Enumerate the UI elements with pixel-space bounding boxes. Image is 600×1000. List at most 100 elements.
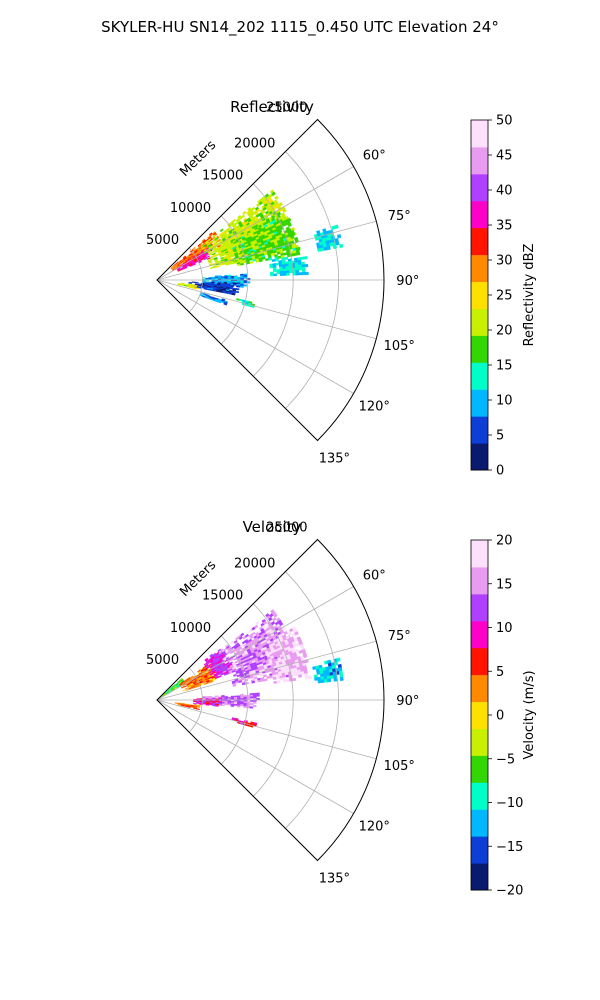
echo-cell-7 (235, 285, 240, 288)
echo-cell-2 (251, 206, 256, 211)
azimuth-tick-label: 90° (396, 694, 419, 709)
echo-cell-7 (209, 289, 214, 292)
colorbar-tick-label: −20 (496, 884, 523, 899)
echo-cell-6 (249, 706, 254, 709)
radial-tick-label: 25000 (266, 520, 307, 535)
echo-cell-3 (273, 613, 278, 618)
echo-cell-4 (307, 675, 312, 679)
radial-tick-label: 20000 (234, 137, 275, 152)
colorbar-swatch (471, 782, 488, 810)
echo-cell-6 (233, 703, 238, 706)
echo-cell-4 (285, 678, 290, 683)
echo-cell-7 (235, 288, 240, 291)
echo-cell-3 (272, 617, 277, 622)
echo-cell-7 (197, 284, 202, 287)
echo-cell-0 (192, 246, 196, 251)
echo-cell-6 (227, 703, 232, 706)
echo-cell-3 (240, 632, 245, 637)
azimuth-tick-label: 105° (384, 339, 415, 354)
echo-cell-7 (228, 292, 233, 295)
echo-cell-3 (263, 678, 268, 682)
echo-cell-4 (282, 272, 287, 276)
echo-cell-6 (236, 705, 241, 708)
echo-cell-7 (216, 290, 220, 293)
echo-cell-7 (218, 700, 223, 703)
colorbar-swatch (471, 443, 488, 471)
azimuth-tick-label: 120° (359, 819, 390, 834)
azimuth-tick-label: 120° (359, 399, 390, 414)
echo-cell-6 (240, 704, 244, 707)
echo-cell-5 (336, 657, 341, 662)
echo-cell-7 (202, 702, 207, 705)
echo-cell-1 (192, 263, 196, 266)
panel-title: Reflectivity (230, 98, 314, 116)
radial-tick-label: 10000 (170, 201, 211, 216)
echo-cell-2 (215, 253, 220, 257)
echo-cell-3 (255, 620, 260, 626)
echo-cell-5 (333, 677, 338, 682)
echo-cell-7 (215, 700, 219, 703)
echo-cell-1 (206, 257, 211, 260)
echo-cell-6 (256, 694, 260, 697)
echo-cell-2 (210, 257, 215, 261)
radial-tick-label: 25000 (266, 100, 307, 115)
echo-cell-4 (298, 267, 303, 271)
echo-cell-2 (216, 265, 220, 268)
echo-cell-4 (300, 671, 305, 675)
echo-cell-2 (240, 214, 246, 219)
echo-cell-5 (336, 234, 342, 239)
colorbar-label: Reflectivity dBZ (522, 244, 537, 347)
echo-cell-7 (205, 704, 210, 706)
echo-cell-7 (208, 703, 213, 706)
colorbar-tick-label: 30 (496, 254, 513, 269)
echo-cell-6 (243, 281, 248, 284)
echo-cell-2 (271, 191, 276, 196)
colorbar-tick-label: −15 (496, 840, 523, 855)
echo-cell-2 (274, 195, 279, 201)
echo-cell-4 (276, 680, 281, 684)
echo-cell-8 (177, 284, 182, 286)
colorbar-swatch (471, 674, 488, 703)
echo-cell-6 (252, 701, 257, 704)
colorbar-tick-label: 15 (496, 359, 513, 374)
echo-cell-4 (294, 631, 299, 636)
echo-cell-10 (223, 302, 228, 306)
colorbar-swatch (471, 308, 488, 336)
echo-cell-1 (212, 678, 217, 682)
echo-cell-5 (334, 224, 339, 230)
echo-cell-4 (295, 269, 300, 273)
echo-cell-2 (232, 218, 237, 223)
echo-cell-3 (255, 259, 260, 263)
colorbar-tick-label: 10 (496, 394, 513, 409)
echo-cell-4 (295, 272, 300, 276)
echo-cell-2 (242, 210, 247, 215)
colorbar-tick-label: 25 (496, 289, 513, 304)
echo-cell-6 (252, 696, 257, 699)
colorbar-tick-label: 0 (496, 464, 504, 479)
echo-cell-3 (253, 624, 259, 629)
echo-cell-7 (223, 282, 228, 284)
echo-cell-2 (215, 238, 219, 242)
echo-cell-7 (218, 702, 223, 705)
echo-cell-1 (185, 688, 190, 691)
echo-cell-5 (320, 679, 325, 683)
echo-cell-2 (209, 255, 214, 259)
echo-cell-4 (294, 648, 299, 653)
colorbar-tick-label: 50 (496, 114, 513, 129)
echo-cell-8 (193, 287, 197, 290)
colorbar-swatch (471, 647, 488, 676)
echo-cell-3 (251, 680, 256, 684)
echo-cell-3 (278, 621, 284, 627)
echo-cell-7 (188, 282, 193, 284)
echo-cell-4 (287, 631, 292, 636)
echo-cell-4 (301, 271, 306, 276)
azimuth-gridline (156, 220, 377, 281)
echo-cell-3 (291, 232, 296, 237)
echo-cell-1 (209, 680, 214, 683)
echo-cell-6 (202, 696, 206, 698)
echo-cell-8 (186, 706, 191, 708)
panels: Reflectivity500010000150002000025000Mete… (146, 98, 537, 899)
echo-cell-4 (298, 272, 303, 276)
echo-cell-4 (273, 273, 278, 277)
